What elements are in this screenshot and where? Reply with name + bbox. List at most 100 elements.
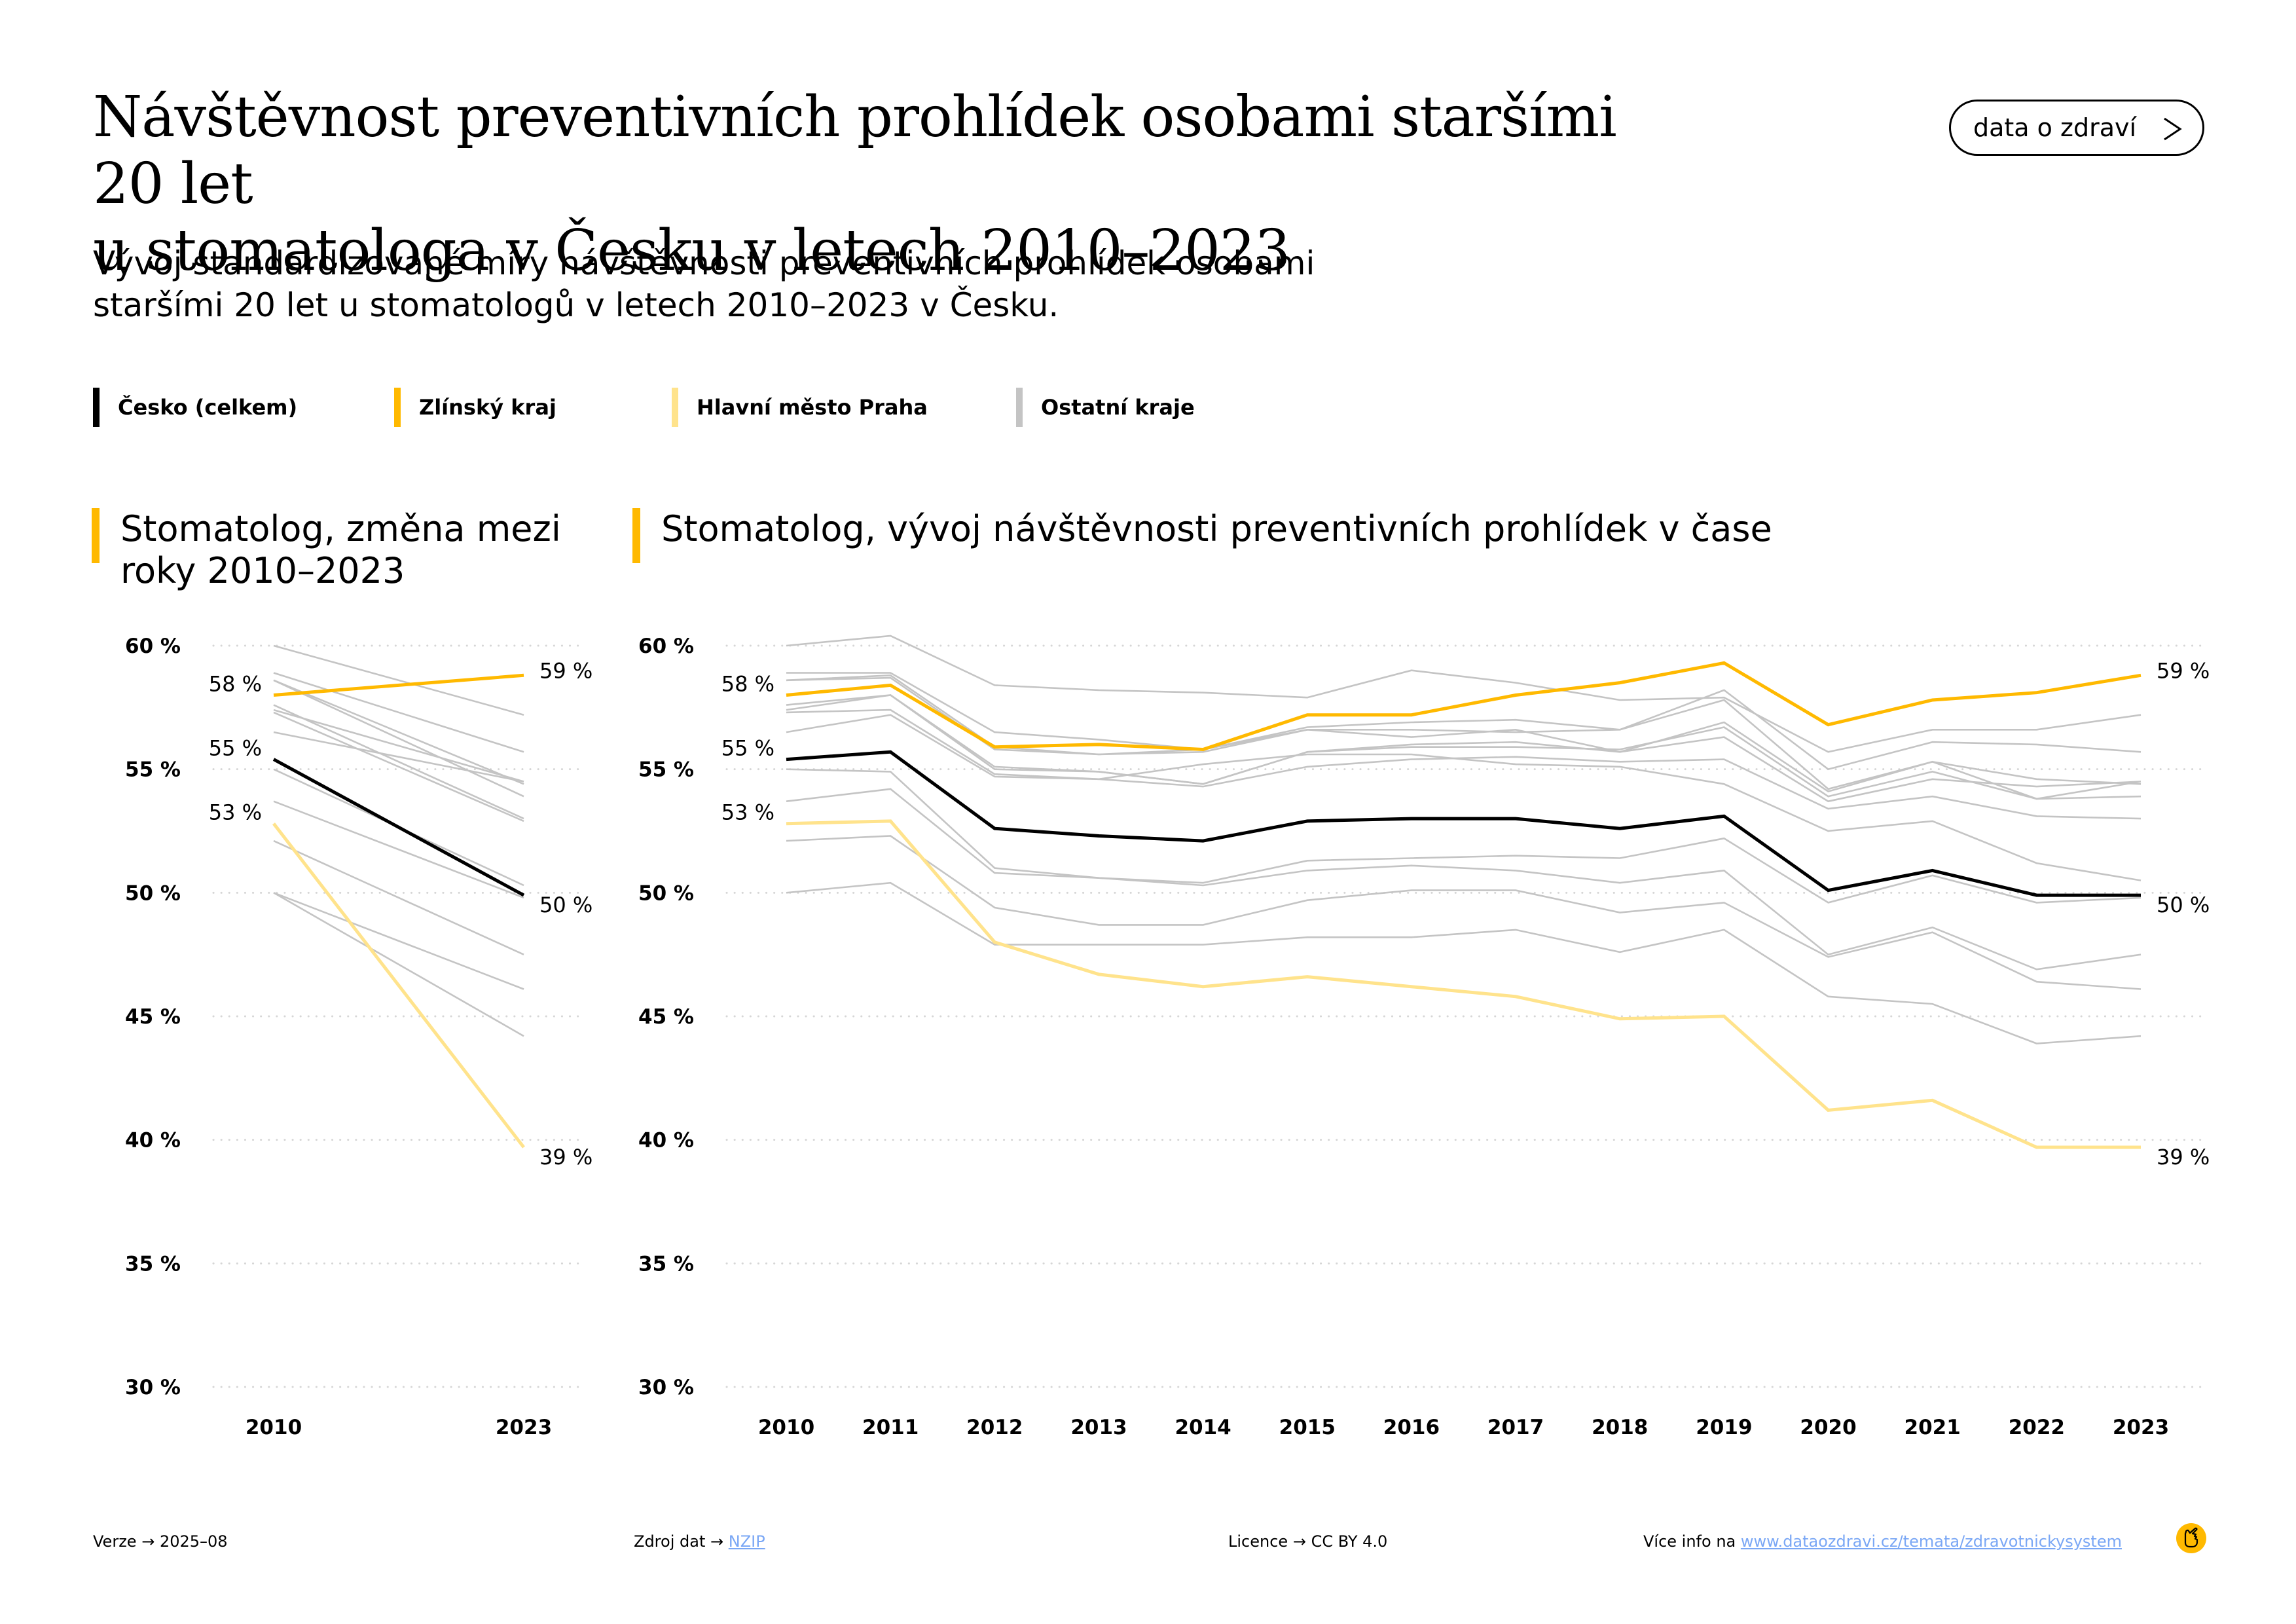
slope-title-line-2: roky 2010–2023 (120, 550, 405, 591)
title-accent-bar (632, 508, 640, 563)
end-value-label: 50 % (539, 893, 592, 917)
x-tick-label: 2018 (1592, 1416, 1648, 1439)
source-link[interactable]: NZIP (728, 1532, 765, 1551)
series-line-other (273, 800, 524, 899)
end-value-label: 39 % (2157, 1145, 2210, 1170)
title-line-2: u stomatologa v Česku v letech 2010–2023 (93, 218, 1290, 284)
license-label: Licence (1228, 1532, 1288, 1551)
legend-label: Česko (celkem) (118, 395, 298, 420)
subtitle-line-1: Vývoj standardizované míry návštěvnosti … (93, 244, 1315, 282)
arrow-icon: → (141, 1532, 155, 1551)
series-line-zlin (273, 673, 524, 697)
legend-swatch-zlin (394, 388, 401, 427)
series-line-other (786, 835, 2141, 990)
y-tick-label: 50 % (125, 881, 181, 905)
series-line-praha (272, 822, 525, 1149)
series-line-other (786, 714, 2141, 881)
legend-item-other: Ostatní kraje (1016, 388, 1195, 427)
license-value: CC BY 4.0 (1311, 1532, 1388, 1551)
x-tick-label: 2014 (1175, 1416, 1231, 1439)
y-tick-label: 60 % (638, 635, 694, 658)
series-line-other (273, 840, 524, 955)
start-value-label: 58 % (209, 671, 262, 696)
page-title: Návštěvnost preventivních prohlídek osob… (93, 84, 1697, 284)
end-value-label: 50 % (2157, 893, 2210, 917)
y-tick-label: 40 % (125, 1129, 181, 1153)
x-tick-label: 2016 (1383, 1416, 1440, 1439)
end-value-label: 59 % (2157, 658, 2210, 683)
series-line-cesko (786, 750, 2141, 897)
series-line-other (786, 674, 2141, 790)
x-tick-label: 2010 (246, 1416, 302, 1439)
timeseries-title: Stomatolog, vývoj návštěvnosti preventiv… (661, 508, 1772, 549)
more-info-link[interactable]: www.dataozdravi.cz/temata/zdravotnickysy… (1740, 1532, 2122, 1551)
y-tick-label: 30 % (638, 1376, 694, 1399)
legend-item-praha: Hlavní město Praha (672, 388, 928, 427)
slope-chart-title: Stomatolog, změna mezi roky 2010–2023 (92, 508, 618, 592)
title-accent-bar (92, 508, 100, 563)
footer-license: Licence → CC BY 4.0 (1228, 1532, 1387, 1551)
series-line-other (786, 788, 2141, 970)
x-tick-label: 2020 (1800, 1416, 1856, 1439)
y-tick-label: 60 % (125, 635, 181, 658)
y-tick-label: 55 % (638, 758, 694, 782)
x-tick-label: 2019 (1696, 1416, 1752, 1439)
x-tick-label: 2013 (1070, 1416, 1127, 1439)
series-line-other (273, 711, 524, 822)
legend-label: Zlínský kraj (419, 395, 556, 420)
series-line-other (786, 672, 2141, 771)
start-value-label: 53 % (209, 800, 262, 825)
series-line-other (273, 672, 524, 753)
arrow-icon: → (710, 1532, 724, 1551)
subtitle-line-2: staršími 20 let u stomatologů v letech 2… (93, 286, 1059, 324)
series-line-other (786, 768, 2141, 904)
series-line-praha (786, 819, 2141, 1149)
title-line-1: Návštěvnost preventivních prohlídek osob… (93, 84, 1617, 217)
pointing-hand-icon (2184, 1527, 2198, 1548)
series-line-other (273, 709, 524, 783)
x-tick-label: 2015 (1279, 1416, 1336, 1439)
arrow-icon: → (1292, 1532, 1306, 1551)
series-line-other (273, 892, 524, 1037)
x-tick-label: 2010 (758, 1416, 814, 1439)
series-line-other (786, 694, 2141, 800)
y-tick-label: 35 % (125, 1252, 181, 1276)
x-tick-label: 2021 (1904, 1416, 1961, 1439)
slope-title-line-1: Stomatolog, změna mezi (120, 508, 561, 549)
series-line-other (786, 709, 2141, 820)
y-tick-label: 55 % (125, 758, 181, 782)
more-info-label: Více info na (1643, 1532, 1736, 1551)
y-tick-label: 40 % (638, 1129, 694, 1153)
version-value: 2025–08 (159, 1532, 228, 1551)
start-value-label: 55 % (209, 736, 262, 761)
version-label: Verze (93, 1532, 137, 1551)
chevron-right-icon (2164, 117, 2182, 141)
timeseries-chart-title: Stomatolog, vývoj návštěvnosti preventiv… (632, 508, 2102, 563)
series-line-other (273, 704, 524, 820)
end-value-label: 39 % (539, 1145, 592, 1170)
y-tick-label: 50 % (638, 881, 694, 905)
series-line-other (273, 644, 524, 716)
source-label: Zdroj dat (634, 1532, 706, 1551)
x-tick-label: 2023 (496, 1416, 552, 1439)
x-tick-label: 2011 (862, 1416, 919, 1439)
legend-swatch-praha (672, 388, 678, 427)
series-line-other (273, 679, 524, 785)
series-line-other (786, 881, 2141, 1044)
series-line-other (786, 635, 2141, 753)
series-line-other (786, 694, 2141, 803)
series-line-other (786, 676, 2141, 800)
y-tick-label: 45 % (638, 1005, 694, 1029)
x-tick-label: 2017 (1487, 1416, 1544, 1439)
footer-version: Verze → 2025–08 (93, 1532, 228, 1551)
y-tick-label: 45 % (125, 1005, 181, 1029)
legend-item-cesko: Česko (celkem) (93, 388, 297, 427)
data-o-zdravi-button[interactable]: data o zdraví (1949, 100, 2204, 156)
series-line-other (273, 679, 524, 798)
logo (2176, 1523, 2206, 1553)
series-line-other (273, 892, 524, 990)
legend-label: Ostatní kraje (1041, 395, 1195, 420)
series-line-zlin (786, 661, 2141, 752)
